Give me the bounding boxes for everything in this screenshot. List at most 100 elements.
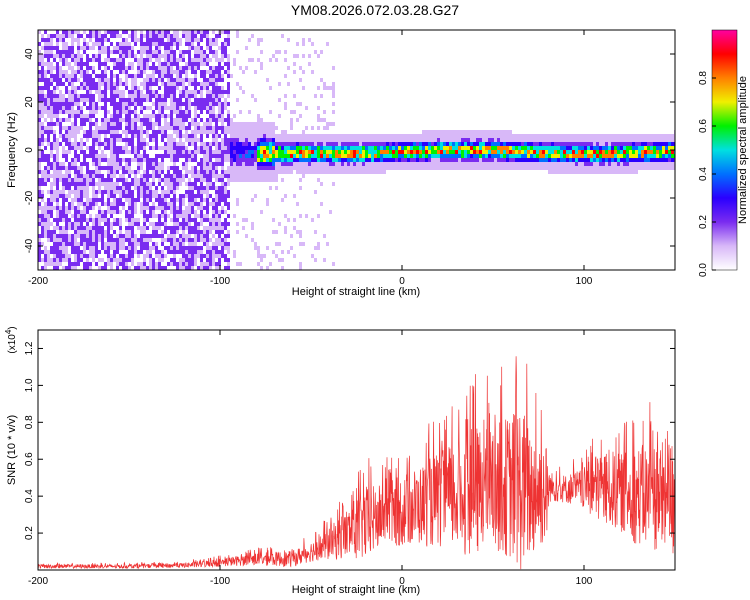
heatmap-cell (164, 74, 167, 78)
heatmap-cell (167, 86, 170, 90)
heatmap-cell (47, 226, 50, 230)
heatmap-cell (398, 146, 401, 150)
heatmap-cell (419, 142, 422, 146)
heatmap-cell (650, 158, 653, 162)
heatmap-cell (149, 94, 152, 98)
heatmap-cell (200, 238, 203, 242)
heatmap-cell (41, 226, 44, 230)
heatmap-cell (437, 130, 440, 134)
heatmap-cell (326, 150, 329, 154)
heatmap-cell (668, 162, 671, 166)
heatmap-cell (53, 106, 56, 110)
heatmap-cell (131, 46, 134, 50)
heatmap-cell (125, 190, 128, 194)
heatmap-cell (179, 126, 182, 130)
heatmap-cell (452, 146, 455, 150)
heatmap-cell (266, 266, 269, 270)
heatmap-cell (434, 154, 437, 158)
heatmap-cell (104, 234, 107, 238)
heatmap-cell (116, 126, 119, 130)
heatmap-cell (176, 166, 179, 170)
heatmap-cell (125, 38, 128, 42)
heatmap-cell (629, 138, 632, 142)
heatmap-cell (53, 266, 56, 270)
heatmap-cell (218, 262, 221, 266)
heatmap-cell (578, 150, 581, 154)
heatmap-cell (488, 138, 491, 142)
heatmap-cell (65, 118, 68, 122)
heatmap-cell (185, 190, 188, 194)
heatmap-cell (227, 258, 230, 262)
heatmap-cell (182, 90, 185, 94)
heatmap-cell (41, 126, 44, 130)
heatmap-cell (53, 114, 56, 118)
heatmap-cell (440, 138, 443, 142)
heatmap-cell (284, 150, 287, 154)
heatmap-cell (260, 158, 263, 162)
heatmap-cell (140, 146, 143, 150)
heatmap-cell (335, 154, 338, 158)
heatmap-cell (554, 142, 557, 146)
heatmap-cell (197, 266, 200, 270)
heatmap-cell (140, 38, 143, 42)
heatmap-cell (164, 194, 167, 198)
heatmap-cell (83, 142, 86, 146)
heatmap-cell (668, 138, 671, 142)
heatmap-cell (218, 78, 221, 82)
heatmap-cell (101, 166, 104, 170)
heatmap-cell (584, 142, 587, 146)
heatmap-cell (518, 142, 521, 146)
heatmap-cell (215, 86, 218, 90)
heatmap-cell (209, 78, 212, 82)
heatmap-cell (272, 174, 275, 178)
heatmap-cell (161, 162, 164, 166)
heatmap-cell (326, 142, 329, 146)
heatmap-cell (74, 134, 77, 138)
heatmap-cell (98, 266, 101, 270)
heatmap-cell (140, 226, 143, 230)
heatmap-cell (107, 162, 110, 166)
heatmap-cell (164, 222, 167, 226)
heatmap-cell (629, 150, 632, 154)
heatmap-cell (167, 206, 170, 210)
heatmap-cell (170, 114, 173, 118)
heatmap-cell (245, 46, 248, 50)
heatmap-cell (182, 58, 185, 62)
heatmap-cell (407, 146, 410, 150)
heatmap-cell (122, 178, 125, 182)
heatmap-cell (245, 162, 248, 166)
heatmap-cell (98, 210, 101, 214)
heatmap-cell (131, 214, 134, 218)
heatmap-cell (299, 146, 302, 150)
heatmap-cell (53, 90, 56, 94)
heatmap-cell (206, 178, 209, 182)
heatmap-cell (461, 138, 464, 142)
heatmap-cell (176, 114, 179, 118)
heatmap-cell (464, 134, 467, 138)
heatmap-cell (569, 146, 572, 150)
heatmap-cell (179, 138, 182, 142)
heatmap-cell (290, 154, 293, 158)
heatmap-cell (44, 222, 47, 226)
heatmap-cell (173, 118, 176, 122)
heatmap-cell (260, 154, 263, 158)
heatmap-cell (188, 66, 191, 70)
heatmap-cell (38, 218, 41, 222)
heatmap-cell (137, 102, 140, 106)
heatmap-cell (464, 154, 467, 158)
heatmap-cell (491, 162, 494, 166)
heatmap-cell (398, 150, 401, 154)
heatmap-cell (551, 134, 554, 138)
heatmap-cell (209, 122, 212, 126)
heatmap-cell (71, 38, 74, 42)
heatmap-cell (536, 134, 539, 138)
heatmap-cell (143, 130, 146, 134)
heatmap-cell (140, 154, 143, 158)
heatmap-cell (218, 210, 221, 214)
heatmap-cell (92, 54, 95, 58)
heatmap-cell (50, 146, 53, 150)
heatmap-cell (158, 42, 161, 46)
heatmap-cell (482, 154, 485, 158)
heatmap-cell (134, 110, 137, 114)
heatmap-cell (293, 134, 296, 138)
